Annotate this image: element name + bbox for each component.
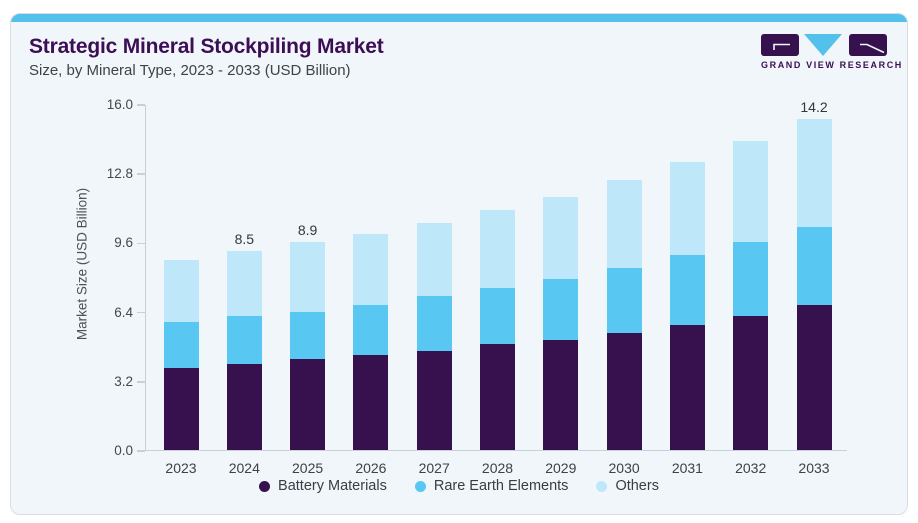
legend-item-battery-materials[interactable]: Battery Materials (259, 478, 387, 494)
bar-segment-battery-materials-2031[interactable] (669, 324, 705, 450)
x-axis-label-2031: 2031 (671, 460, 703, 476)
bar-segment-battery-materials-2029[interactable] (543, 339, 579, 450)
legend-dot-icon (259, 480, 271, 492)
x-axis-label-2032: 2032 (735, 460, 767, 476)
gvr-logo-text: GRAND VIEW RESEARCH (761, 60, 903, 70)
bar-segment-battery-materials-2024[interactable] (226, 363, 262, 450)
stacked-bar-2032[interactable] (733, 140, 769, 450)
bar-segment-battery-materials-2025[interactable] (290, 359, 326, 450)
page-subtitle: Size, by Mineral Type, 2023 - 2033 (USD … (29, 62, 351, 79)
legend-label: Rare Earth Elements (433, 478, 569, 494)
stacked-bar-2033[interactable] (796, 119, 832, 450)
y-axis-tick-label: 9.6 (114, 235, 133, 251)
stacked-bar-2024[interactable] (226, 251, 262, 450)
bar-segment-battery-materials-2028[interactable] (480, 344, 515, 450)
bar-value-label-2025: 8.9 (297, 222, 318, 239)
bar-segment-rare-earth-elements-2032[interactable] (733, 242, 769, 316)
bar-value-label-2024: 8.5 (234, 231, 255, 248)
stacked-bar-2028[interactable] (480, 209, 515, 450)
bar-segment-battery-materials-2030[interactable] (606, 333, 642, 450)
chart-card: Strategic Mineral Stockpiling Market Siz… (10, 13, 908, 515)
gvr-logo-icon (761, 34, 887, 56)
legend-label: Battery Materials (278, 478, 387, 494)
x-axis-label-2033: 2033 (798, 460, 830, 476)
stacked-bar-2025[interactable] (290, 242, 326, 450)
page-title: Strategic Mineral Stockpiling Market (29, 35, 384, 58)
bar-segment-others-2024[interactable] (226, 251, 262, 316)
bar-segment-others-2031[interactable] (669, 162, 705, 256)
y-axis-tick-mark (136, 242, 145, 245)
x-axis-label-2024: 2024 (228, 460, 260, 476)
y-axis-tick-mark (136, 104, 145, 106)
x-axis-label-2027: 2027 (418, 460, 450, 476)
bar-segment-others-2025[interactable] (290, 242, 326, 312)
y-axis-tick-mark (136, 173, 145, 175)
bar-segment-others-2028[interactable] (480, 209, 515, 288)
stacked-bar-2031[interactable] (669, 162, 705, 450)
bar-value-label-2033: 14.2 (800, 99, 828, 116)
y-axis-tick-label: 12.8 (106, 166, 133, 182)
bar-segment-rare-earth-elements-2024[interactable] (226, 315, 262, 364)
bar-segment-others-2030[interactable] (606, 179, 642, 269)
x-axis-label-2025: 2025 (292, 460, 324, 476)
legend-item-others[interactable]: Others (596, 478, 659, 494)
bar-segment-others-2026[interactable] (353, 233, 389, 306)
bar-segment-battery-materials-2027[interactable] (416, 350, 452, 450)
legend-dot-icon (414, 480, 426, 492)
legend-item-rare-earth-elements[interactable]: Rare Earth Elements (414, 478, 569, 494)
stacked-bar-2027[interactable] (416, 222, 452, 450)
y-axis-tick-mark (136, 381, 145, 383)
y-axis-tick-label: 16.0 (106, 97, 133, 112)
y-axis-tick-label: 3.2 (114, 373, 133, 389)
bar-segment-rare-earth-elements-2026[interactable] (353, 305, 389, 355)
bar-segment-others-2027[interactable] (416, 222, 452, 297)
x-axis-label-2023: 2023 (165, 460, 197, 476)
legend-label: Others (615, 478, 659, 494)
accent-top-strip (11, 14, 907, 22)
bar-segment-battery-materials-2033[interactable] (796, 305, 832, 450)
bar-segment-others-2032[interactable] (733, 140, 769, 243)
bar-segment-battery-materials-2026[interactable] (353, 354, 389, 450)
y-axis-title: Market Size (USD Billion) (74, 187, 90, 341)
stacked-bar-2030[interactable] (606, 179, 642, 450)
stacked-bar-2023[interactable] (163, 259, 199, 450)
x-axis-label-2029: 2029 (545, 460, 577, 476)
bar-segment-others-2029[interactable] (543, 197, 579, 280)
bar-segment-rare-earth-elements-2031[interactable] (669, 255, 705, 325)
x-axis-label-2030: 2030 (608, 460, 640, 476)
x-axis-label-2028: 2028 (481, 460, 514, 476)
bar-segment-rare-earth-elements-2025[interactable] (290, 311, 326, 360)
bar-segment-rare-earth-elements-2027[interactable] (416, 296, 452, 351)
bar-segment-others-2023[interactable] (163, 259, 199, 323)
chart-legend: Battery Materials Rare Earth Elements Othe… (11, 478, 907, 494)
bar-segment-rare-earth-elements-2033[interactable] (796, 227, 832, 306)
bar-segment-battery-materials-2032[interactable] (733, 315, 769, 450)
stacked-bar-2026[interactable] (353, 233, 389, 450)
grand-view-research-logo: GRAND VIEW RESEARCH (761, 34, 903, 70)
bar-segment-rare-earth-elements-2029[interactable] (543, 279, 579, 340)
legend-dot-icon (596, 480, 608, 492)
x-axis-label-2026: 2026 (355, 460, 387, 476)
stacked-bar-2029[interactable] (543, 197, 579, 450)
bar-segment-rare-earth-elements-2030[interactable] (606, 268, 642, 334)
plot-area: 0.0 3.2 6.4 9.6 12.8 16.0 2023 2024 2025 2026 2027… (107, 98, 847, 476)
y-axis-tick-mark (136, 450, 145, 452)
bar-segment-rare-earth-elements-2028[interactable] (480, 287, 515, 345)
y-axis-tick-mark (136, 311, 145, 314)
y-axis-tick-label: 6.4 (114, 304, 133, 320)
bar-segment-others-2033[interactable] (796, 119, 832, 228)
y-axis-tick-label: 0.0 (114, 443, 133, 458)
bar-segment-battery-materials-2023[interactable] (163, 367, 199, 450)
bar-segment-rare-earth-elements-2023[interactable] (163, 322, 199, 368)
